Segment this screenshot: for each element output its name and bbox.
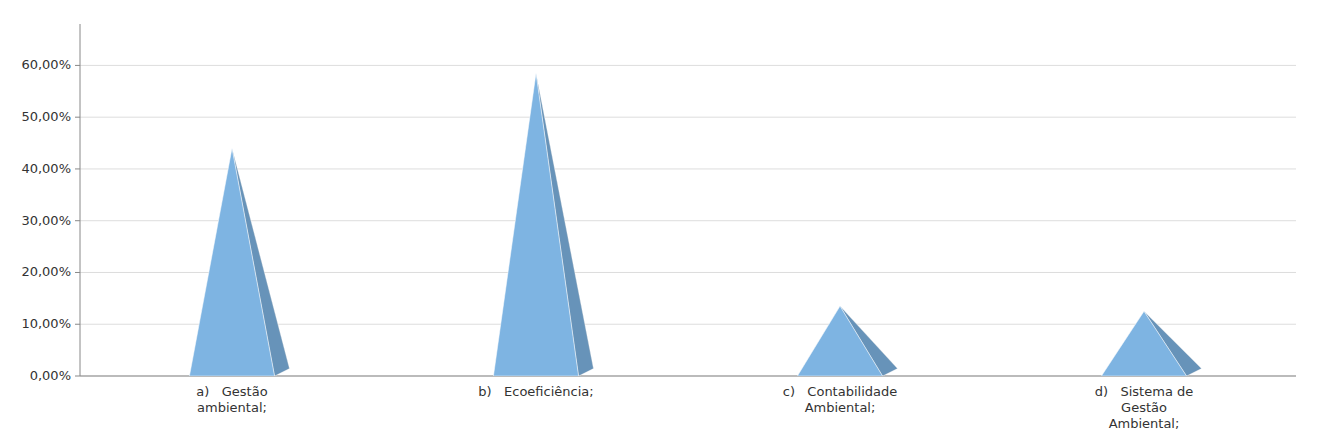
x-tick-label: a) Gestãoambiental; (196, 384, 267, 415)
y-tick-label: 0,00% (30, 368, 71, 383)
pyramid-front (1101, 311, 1186, 376)
y-tick (75, 117, 80, 118)
pyramid (1101, 311, 1201, 376)
grid-line (80, 220, 1296, 221)
x-tick-label: d) Sistema deGestãoAmbiental; (1095, 384, 1193, 431)
y-tick-label: 30,00% (21, 213, 71, 228)
y-tick (75, 220, 80, 221)
chart-container: 0,00% 10,00% 20,00% 30,00% 40,00% 50,00% 60,00… (0, 0, 1326, 448)
y-tick-label: 10,00% (21, 316, 71, 331)
y-tick-label: 20,00% (21, 264, 71, 279)
pyramid (797, 306, 897, 376)
grid-line (80, 117, 1296, 118)
x-tick-label: b) Ecoeficiência; (478, 384, 593, 399)
y-tick-label: 60,00% (21, 57, 71, 72)
y-tick (75, 65, 80, 66)
y-axis: 0,00% 10,00% 20,00% 30,00% 40,00% 50,00% 60,00… (21, 57, 1296, 383)
y-tick (75, 168, 80, 169)
y-tick (75, 272, 80, 273)
marks (189, 73, 1201, 376)
chart: 0,00% 10,00% 20,00% 30,00% 40,00% 50,00% 60,00… (0, 0, 1326, 448)
x-tick-label: c) ContabilidadeAmbiental; (783, 384, 898, 415)
grid-line (80, 65, 1296, 66)
pyramid-front (493, 73, 578, 376)
pyramid-front (797, 306, 882, 376)
pyramid-front (189, 148, 274, 376)
pyramid (493, 73, 593, 376)
x-axis: a) Gestãoambiental; b) Ecoeficiência; c) C… (196, 384, 1193, 431)
y-axis-line (80, 24, 81, 376)
pyramid (189, 148, 289, 376)
y-tick-label: 40,00% (21, 161, 71, 176)
y-tick (75, 324, 80, 325)
y-tick (75, 376, 80, 377)
y-tick-label: 50,00% (21, 109, 71, 124)
grid-line (80, 168, 1296, 169)
